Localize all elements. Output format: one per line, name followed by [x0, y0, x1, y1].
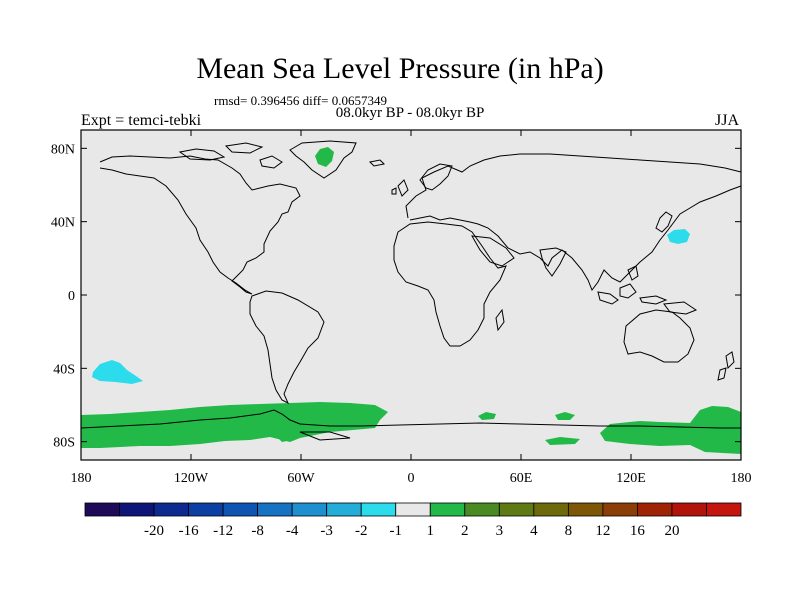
colorbar-swatch — [498, 502, 535, 517]
anomaly-region-negative-south-pacific — [92, 360, 143, 384]
colorbar-label: 20 — [664, 523, 679, 539]
x-tick-label: 180 — [731, 471, 752, 486]
colorbar-label: -3 — [320, 523, 333, 539]
colorbar-label: -8 — [251, 523, 264, 539]
colorbar-swatch — [222, 502, 259, 517]
x-tick-label: 120E — [616, 471, 646, 486]
map-title: Mean Sea Level Pressure (in hPa) — [196, 52, 604, 85]
colorbar-swatch — [84, 502, 120, 517]
experiment-label: Expt = temci-tebki — [81, 112, 202, 129]
anomaly-region-negative-north-pacific — [667, 229, 690, 244]
y-tick-label: 40S — [53, 362, 75, 377]
x-tick-label: 0 — [408, 471, 415, 486]
colorbar-label: -12 — [213, 523, 233, 539]
colorbar-label: 8 — [565, 523, 573, 539]
colorbar-swatch — [706, 502, 742, 517]
colorbar-label: -16 — [179, 523, 199, 539]
colorbar-swatch — [602, 502, 638, 517]
colorbar-label: -1 — [389, 523, 402, 539]
colorbar-swatch — [291, 502, 328, 517]
colorbar-swatch — [257, 502, 293, 517]
x-tick-label: 180 — [71, 471, 92, 486]
y-tick-label: 80S — [53, 436, 75, 451]
x-tick-label: 120W — [174, 471, 209, 486]
colorbar-swatch — [567, 502, 604, 517]
colorbar-swatch — [429, 502, 466, 517]
colorbar-label: 12 — [595, 523, 610, 539]
rmsd-diff-stats: rmsd= 0.396456 diff= 0.0657349 — [214, 93, 387, 108]
x-axis: 180 120W 60W 0 60E 120E 180 — [71, 130, 752, 486]
y-tick-label: 80N — [51, 142, 75, 157]
colorbar-label: -20 — [144, 523, 164, 539]
anomaly-region-positive-small-1 — [478, 412, 496, 420]
time-period-label: 08.0kyr BP - 08.0kyr BP — [335, 105, 485, 121]
season-label: JJA — [715, 112, 740, 129]
colorbar-label: 4 — [530, 523, 538, 539]
x-tick-label: 60W — [287, 471, 315, 486]
anomaly-region-positive-small-3 — [545, 437, 580, 445]
colorbar-swatch — [395, 502, 431, 517]
map-background — [81, 130, 741, 460]
anomaly-regions — [81, 147, 741, 454]
colorbar-label: 16 — [630, 523, 646, 539]
y-tick-label: 40N — [51, 216, 75, 231]
y-axis: 80N 40N 0 40S 80S — [51, 142, 741, 451]
anomaly-region-positive-small-2 — [555, 412, 575, 420]
colorbar-swatch — [188, 502, 224, 517]
colorbar-swatch — [464, 502, 500, 517]
anomaly-region-positive-antarctic-east — [600, 406, 741, 454]
colorbar-label: -4 — [286, 523, 299, 539]
colorbar-label: -2 — [355, 523, 368, 539]
colorbar-swatch — [671, 502, 707, 517]
colorbar-swatch — [533, 502, 569, 517]
colorbar-label: 1 — [427, 523, 435, 539]
colorbar-label: 3 — [496, 523, 504, 539]
anomaly-region-positive-greenland — [315, 147, 334, 167]
y-tick-label: 0 — [68, 289, 75, 304]
anomaly-region-positive-small-4 — [276, 432, 292, 442]
colorbar-label: 2 — [461, 523, 469, 539]
colorbar-swatch — [153, 502, 189, 517]
colorbar-swatch — [637, 502, 673, 517]
colorbar-swatch — [360, 502, 397, 517]
colorbar-swatch — [119, 502, 155, 517]
x-tick-label: 60E — [510, 471, 533, 486]
anomaly-region-positive-antarctic — [81, 402, 388, 448]
colorbar-swatch — [326, 502, 362, 517]
coastlines — [80, 140, 742, 441]
colorbar: -20 -16 -12 -8 -4 -3 -2 -1 1 2 3 4 8 12 16 20 — [84, 502, 742, 539]
